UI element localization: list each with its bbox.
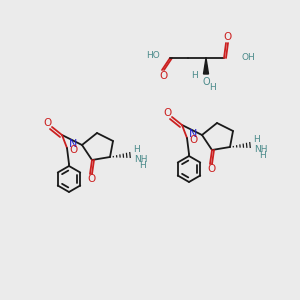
Text: O: O (202, 77, 210, 87)
Text: OH: OH (242, 53, 256, 62)
Text: O: O (87, 174, 95, 184)
Text: O: O (43, 118, 51, 128)
Text: H: H (134, 145, 140, 154)
Text: HO: HO (146, 52, 160, 61)
Text: N: N (69, 139, 77, 149)
Text: O: O (223, 32, 231, 42)
Text: O: O (207, 164, 215, 174)
Text: NH: NH (134, 154, 148, 164)
Text: NH: NH (254, 145, 268, 154)
Text: H: H (259, 151, 266, 160)
Text: O: O (163, 108, 171, 118)
Text: H: H (209, 83, 216, 92)
Polygon shape (203, 58, 208, 74)
Text: O: O (70, 145, 78, 155)
Text: H: H (139, 160, 145, 169)
Text: H: H (190, 71, 197, 80)
Text: H: H (254, 134, 260, 143)
Text: O: O (159, 71, 167, 81)
Text: O: O (190, 135, 198, 145)
Text: N: N (189, 129, 197, 139)
